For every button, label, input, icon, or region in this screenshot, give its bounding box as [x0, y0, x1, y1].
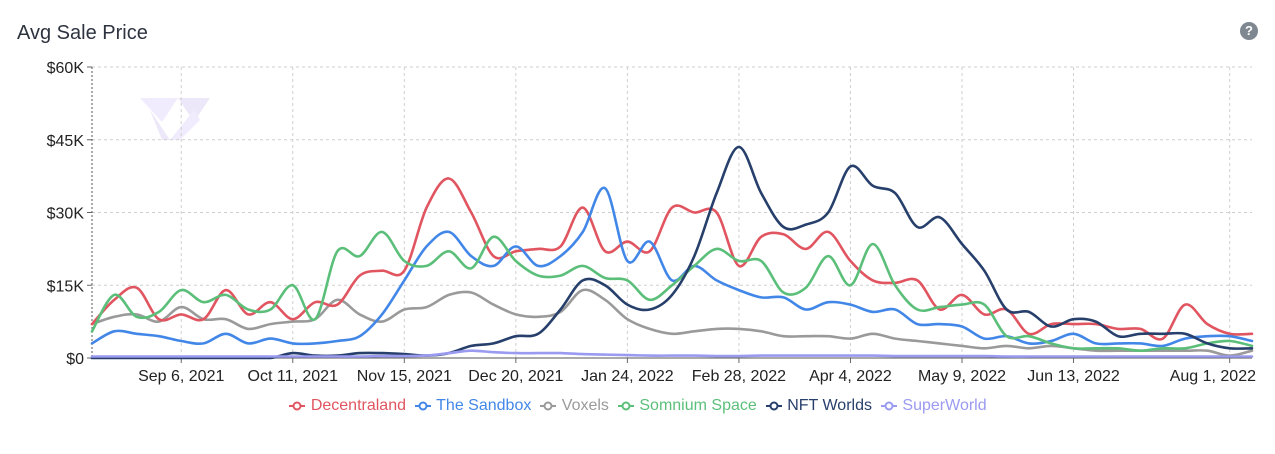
chart-grid [92, 66, 1252, 358]
legend-item-decentraland[interactable]: Decentraland [288, 397, 406, 415]
y-tick-label: $60K [47, 60, 85, 77]
y-tick-label: $0 [66, 351, 84, 368]
series-line-nft-worlds[interactable] [90, 145, 1254, 360]
watermark-logo-icon [140, 98, 210, 140]
series-line-the-sandbox[interactable] [90, 186, 1254, 348]
x-tick-label: Jan 24, 2022 [581, 368, 674, 385]
y-tick-label: $45K [47, 133, 85, 150]
legend-label: NFT Worlds [782, 397, 872, 414]
legend-label: SuperWorld [897, 397, 987, 414]
chart-legend: Decentraland The Sandbox Voxels Somnium … [0, 397, 1275, 415]
series-line-somnium-space[interactable] [90, 230, 1254, 352]
legend-item-voxels[interactable]: Voxels [539, 397, 609, 415]
legend-marker-icon [540, 401, 557, 411]
chart-series [90, 145, 1254, 360]
legend-item-nft-worlds[interactable]: NFT Worlds [765, 397, 872, 415]
chart-title: Avg Sale Price [17, 22, 148, 44]
legend-marker-icon [617, 401, 634, 411]
series-line-decentraland[interactable] [90, 177, 1254, 341]
legend-label: Voxels [557, 397, 609, 414]
x-tick-label: Apr 4, 2022 [809, 368, 892, 385]
x-tick-label: Aug 1, 2022 [1170, 368, 1256, 385]
legend-item-superworld[interactable]: SuperWorld [880, 397, 987, 415]
x-tick-label: Nov 15, 2021 [357, 368, 452, 385]
legend-item-the-sandbox[interactable]: The Sandbox [414, 397, 531, 415]
x-tick-label: Dec 20, 2021 [468, 368, 563, 385]
y-tick-label: $15K [47, 278, 85, 295]
x-tick-label: Sep 6, 2021 [138, 368, 224, 385]
series-line-superworld[interactable] [90, 349, 1254, 358]
x-tick-label: Feb 28, 2022 [692, 368, 786, 385]
x-axis: Sep 6, 2021 Oct 11, 2021 Nov 15, 2021 Dec 2… [92, 357, 1256, 385]
legend-label: Somnium Space [634, 397, 757, 414]
question-circle-icon[interactable]: ? [1240, 22, 1258, 40]
legend-label: The Sandbox [432, 397, 532, 414]
x-tick-label: May 9, 2022 [918, 368, 1006, 385]
legend-marker-icon [880, 401, 897, 411]
legend-marker-icon [289, 401, 306, 411]
legend-item-somnium-space[interactable]: Somnium Space [617, 397, 757, 415]
legend-marker-icon [415, 401, 431, 411]
legend-marker-icon [765, 401, 782, 411]
x-tick-label: Oct 11, 2021 [248, 368, 339, 385]
x-tick-label: Jun 13, 2022 [1027, 368, 1120, 385]
y-axis: $0 $15K $30K $45K $60K [47, 60, 93, 368]
y-tick-label: $30K [47, 206, 85, 223]
series-line-voxels[interactable] [90, 288, 1254, 357]
legend-label: Decentraland [306, 397, 406, 414]
